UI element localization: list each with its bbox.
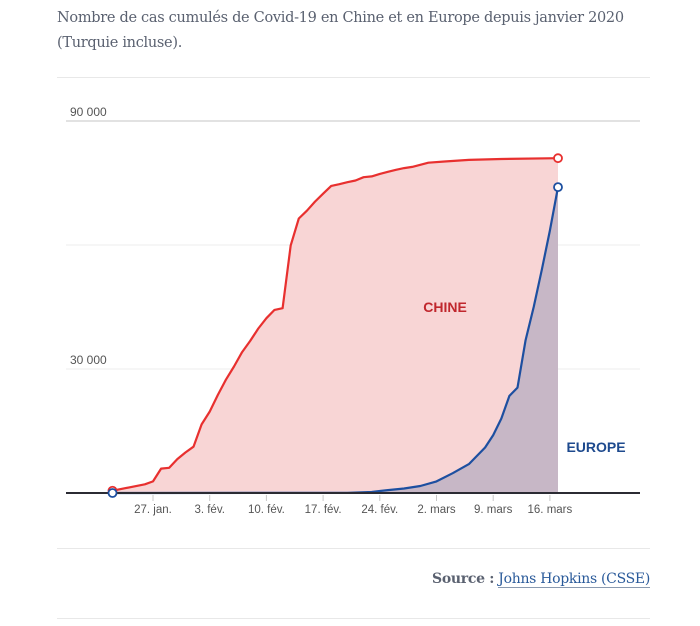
divider-bottom [57, 618, 650, 619]
y-tick-label: 30 000 [70, 353, 107, 367]
y-tick-label: 90 000 [70, 105, 107, 119]
chart-title: Nombre de cas cumulés de Covid-19 en Chi… [57, 10, 624, 51]
x-tick-label: 24. fév. [361, 504, 398, 516]
series-label-chine: CHINE [423, 299, 467, 315]
source-line: Source : Johns Hopkins (CSSE) [432, 571, 650, 588]
divider-top [57, 77, 650, 78]
x-tick-label: 27. jan. [134, 504, 172, 516]
line-europe [112, 186, 560, 495]
x-tick-label: 17. fév. [305, 504, 342, 516]
source-link[interactable]: Johns Hopkins (CSSE) [498, 571, 650, 588]
divider-middle [57, 548, 650, 549]
end-point-europe [553, 182, 563, 193]
x-tick-label: 16. mars [528, 504, 573, 516]
source-label: Source : [432, 571, 495, 587]
x-tick-label: 9. mars [474, 504, 513, 516]
end-point-chine [553, 153, 563, 164]
x-tick-label: 10. fév. [248, 504, 285, 516]
x-tick-label: 2. mars [417, 504, 456, 516]
area-europe [112, 187, 558, 493]
x-tick-label: 3. fév. [194, 504, 224, 516]
area-chine [112, 158, 558, 493]
line-chine [112, 157, 559, 492]
start-point-europe [107, 488, 118, 498]
series-label-europe: EUROPE [566, 439, 625, 455]
